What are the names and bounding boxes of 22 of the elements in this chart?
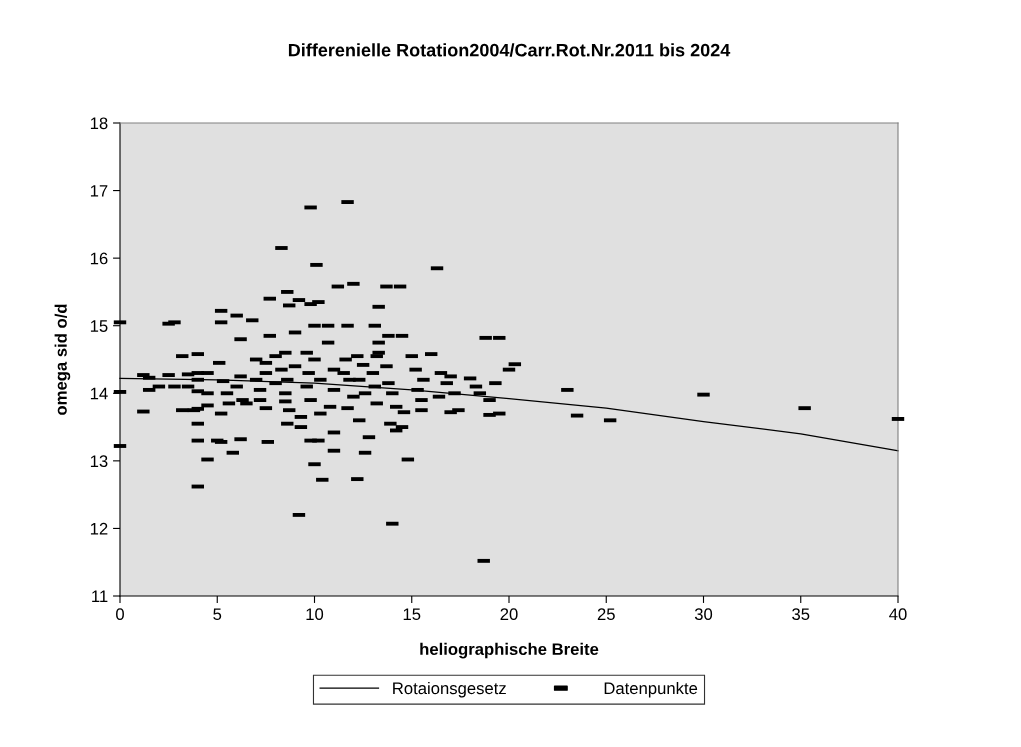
y-tick-label: 16 (90, 252, 108, 265)
y-tick-label: 11 (92, 590, 108, 603)
x-tick-label: 35 (792, 608, 810, 621)
y-tick-label: 17 (90, 185, 108, 197)
legend-label: Rotaionsgesetz (393, 681, 506, 698)
x-tick-label: 20 (500, 608, 518, 621)
y-tick-label: 18 (90, 117, 108, 130)
y-axis-title: omega sid o/d (54, 304, 71, 415)
x-tick-label: 15 (403, 608, 421, 621)
x-tick-label: 10 (306, 608, 324, 621)
x-axis-title: heliographische Breite (420, 642, 599, 659)
x-tick-label: 0 (116, 608, 124, 621)
y-tick-label: 13 (90, 455, 108, 468)
x-tick-label: 30 (694, 608, 713, 621)
y-tick-label: 12 (90, 522, 108, 535)
y-tick-label: 15 (90, 320, 108, 332)
chart-title: Differenielle Rotation2004/Carr.Rot.Nr.2011 bis 2024 (288, 43, 731, 57)
x-tick-label: 5 (213, 608, 222, 621)
x-tick-label: 25 (597, 608, 615, 621)
legend-label: Datenpunkte (604, 681, 698, 698)
y-tick-label: 14 (90, 387, 108, 400)
x-tick-label: 40 (889, 608, 907, 621)
